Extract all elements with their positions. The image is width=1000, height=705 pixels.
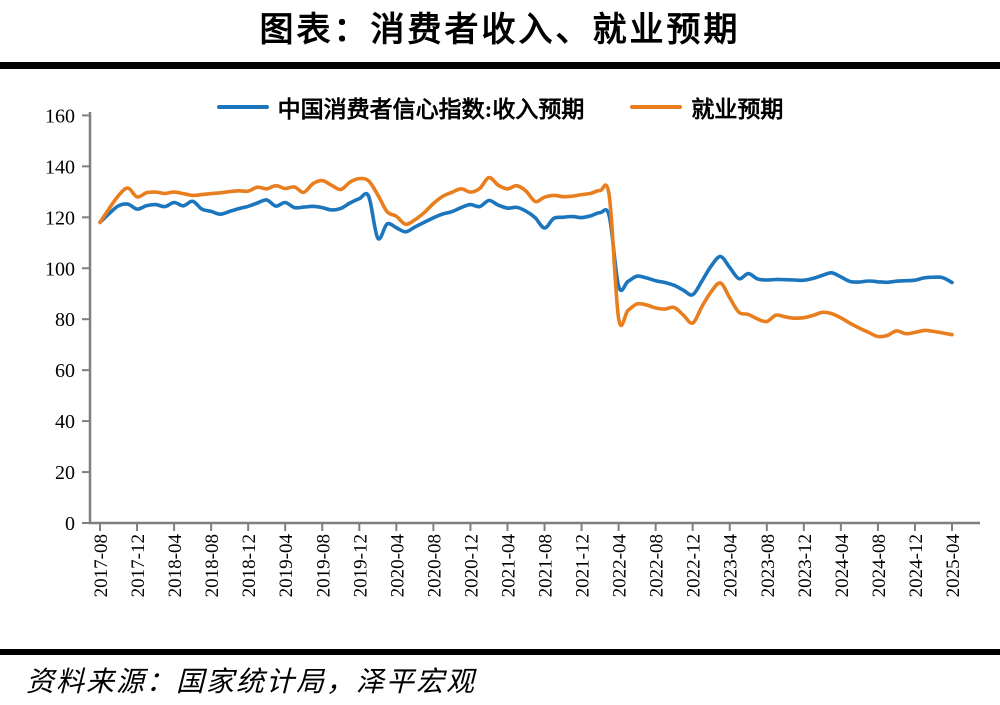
svg-text:2024-12: 2024-12 xyxy=(906,534,927,597)
svg-text:2022-12: 2022-12 xyxy=(684,534,705,597)
bottom-divider-bar xyxy=(0,649,1000,655)
svg-text:2024-04: 2024-04 xyxy=(832,534,853,598)
top-divider-bar xyxy=(0,62,1000,69)
svg-text:120: 120 xyxy=(45,207,75,229)
svg-text:2021-12: 2021-12 xyxy=(573,534,594,597)
source-note: 资料来源：国家统计局，泽平宏观 xyxy=(26,667,477,698)
svg-text:2020-08: 2020-08 xyxy=(424,534,445,597)
svg-text:2019-08: 2019-08 xyxy=(313,534,334,597)
svg-text:20: 20 xyxy=(55,462,75,484)
svg-text:2020-04: 2020-04 xyxy=(387,534,408,598)
chart-legend: 中国消费者信心指数:收入预期 就业预期 xyxy=(0,90,1000,124)
svg-text:2023-04: 2023-04 xyxy=(721,534,742,598)
svg-text:2018-04: 2018-04 xyxy=(165,534,186,598)
svg-text:2018-12: 2018-12 xyxy=(239,534,260,597)
svg-text:40: 40 xyxy=(55,411,75,433)
legend-label-income: 中国消费者信心指数:收入预期 xyxy=(277,97,585,122)
employment-series-swatch xyxy=(630,105,683,109)
svg-text:160: 160 xyxy=(45,105,75,127)
svg-text:80: 80 xyxy=(55,309,75,331)
svg-text:2025-04: 2025-04 xyxy=(943,534,964,598)
svg-text:2019-12: 2019-12 xyxy=(350,534,371,597)
svg-text:2022-04: 2022-04 xyxy=(610,534,631,598)
svg-text:2017-12: 2017-12 xyxy=(128,534,149,597)
svg-text:0: 0 xyxy=(65,513,75,535)
legend-label-employment: 就业预期 xyxy=(691,97,784,122)
legend-item-income: 中国消费者信心指数:收入预期 xyxy=(216,90,585,124)
svg-text:2020-12: 2020-12 xyxy=(461,534,482,597)
svg-text:2024-08: 2024-08 xyxy=(869,534,890,597)
svg-text:2021-08: 2021-08 xyxy=(536,534,557,597)
svg-text:2022-08: 2022-08 xyxy=(647,534,668,597)
svg-text:100: 100 xyxy=(45,258,75,280)
chart-svg: 0 20 40 60 80 100 120 140 160 2017-08 2017-12 2018-… xyxy=(45,105,980,598)
svg-text:140: 140 xyxy=(45,156,75,178)
income-series-swatch xyxy=(216,105,269,109)
svg-text:60: 60 xyxy=(55,360,75,382)
chart-title: 图表：消费者收入、就业预期 xyxy=(259,12,741,49)
svg-text:2023-08: 2023-08 xyxy=(758,534,779,597)
svg-text:2017-08: 2017-08 xyxy=(91,534,112,597)
svg-text:2021-04: 2021-04 xyxy=(498,534,519,598)
svg-text:2023-12: 2023-12 xyxy=(795,534,816,597)
svg-text:2018-08: 2018-08 xyxy=(202,534,223,597)
legend-item-employment: 就业预期 xyxy=(630,90,783,124)
svg-text:2019-04: 2019-04 xyxy=(276,534,297,598)
